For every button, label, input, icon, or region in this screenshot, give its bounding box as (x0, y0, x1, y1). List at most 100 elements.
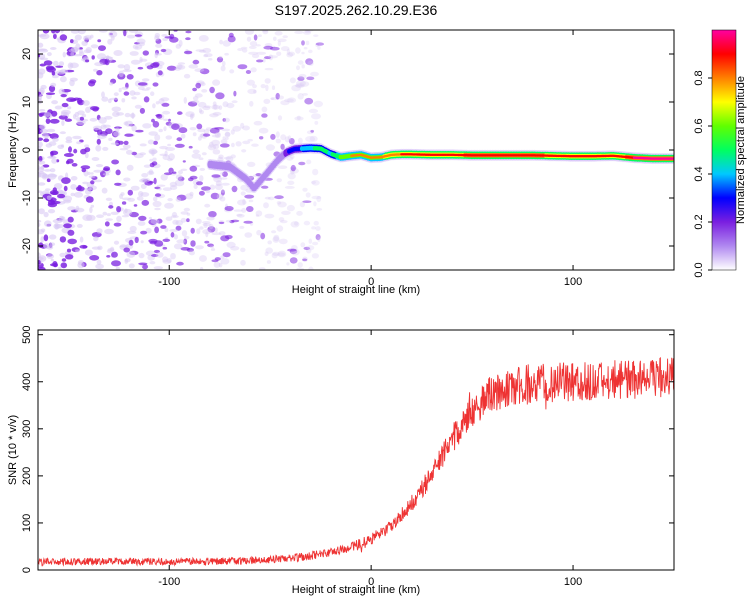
noise-speckle (162, 154, 170, 161)
noise-speckle (212, 101, 217, 106)
noise-speckle (262, 30, 269, 35)
noise-speckle (204, 105, 211, 108)
noise-speckle (302, 93, 308, 96)
noise-speckle (273, 36, 277, 41)
noise-speckle (124, 112, 131, 118)
noise-speckle (94, 62, 104, 67)
noise-speckle (190, 240, 196, 247)
noise-speckle (80, 165, 91, 170)
noise-speckle (136, 38, 146, 45)
noise-speckle (216, 193, 224, 200)
noise-speckle (290, 248, 300, 256)
noise-speckle (136, 196, 144, 201)
noise-speckle (261, 113, 268, 118)
noise-speckle (219, 196, 226, 202)
noise-speckle (232, 125, 242, 132)
noise-speckle (316, 208, 323, 211)
bottom-ytick-label: 200 (21, 467, 33, 485)
noise-speckle (199, 167, 206, 171)
noise-speckle (38, 256, 44, 261)
noise-speckle (222, 101, 229, 108)
noise-speckle (152, 121, 160, 128)
noise-speckle (134, 104, 142, 109)
noise-speckle (199, 133, 204, 138)
noise-speckle (126, 34, 136, 39)
noise-speckle (173, 243, 183, 250)
noise-speckle (176, 194, 187, 201)
noise-speckle (116, 215, 122, 222)
noise-speckle (115, 127, 120, 133)
noise-speckle (189, 165, 198, 172)
noise-speckle (82, 214, 93, 221)
noise-speckle (194, 68, 205, 73)
noise-speckle (282, 35, 289, 39)
noise-speckle (272, 236, 280, 243)
noise-speckle (247, 138, 253, 142)
noise-speckle (126, 74, 134, 80)
top-ytick-label: -10 (21, 190, 33, 206)
noise-speckle (110, 211, 119, 215)
noise-speckle (317, 236, 321, 242)
noise-speckle (225, 155, 234, 163)
noise-speckle (264, 196, 271, 200)
noise-speckle (72, 114, 77, 120)
noise-speckle (296, 267, 305, 270)
noise-speckle (66, 248, 72, 253)
noise-speckle (276, 51, 282, 57)
noise-speckle (183, 235, 190, 240)
noise-speckle (180, 211, 189, 215)
noise-speckle (153, 177, 157, 185)
noise-speckle (156, 113, 163, 119)
noise-speckle (126, 164, 134, 171)
noise-speckle (297, 76, 305, 81)
noise-speckle (297, 60, 304, 65)
noise-speckle (303, 47, 308, 50)
noise-speckle (261, 185, 269, 189)
noise-speckle (63, 153, 74, 157)
noise-speckle (311, 113, 321, 120)
noise-speckle (176, 261, 184, 266)
noise-speckle (175, 174, 183, 180)
noise-speckle (124, 258, 131, 263)
noise-speckle (69, 77, 78, 82)
noise-speckle (291, 84, 301, 92)
noise-speckle (229, 69, 235, 74)
noise-speckle (180, 133, 186, 139)
noise-speckle (248, 199, 254, 203)
noise-speckle (185, 193, 194, 200)
noise-speckle (143, 96, 150, 103)
noise-speckle (158, 128, 163, 133)
noise-speckle (93, 169, 103, 173)
noise-speckle (41, 132, 49, 138)
noise-speckle (287, 172, 296, 180)
noise-speckle (133, 91, 141, 96)
noise-speckle (307, 60, 314, 66)
noise-speckle (312, 241, 319, 246)
noise-speckle (181, 230, 188, 237)
noise-speckle (230, 219, 240, 223)
noise-speckle (105, 128, 113, 135)
noise-speckle (160, 48, 167, 53)
noise-speckle (89, 79, 97, 84)
noise-speckle (186, 218, 190, 223)
noise-speckle (123, 140, 129, 145)
noise-speckle (222, 118, 227, 122)
noise-speckle (191, 100, 200, 104)
noise-speckle (222, 60, 226, 67)
noise-speckle (45, 118, 51, 124)
noise-speckle (219, 143, 230, 148)
noise-speckle (166, 65, 177, 71)
noise-speckle (225, 219, 233, 223)
noise-speckle (148, 169, 154, 175)
noise-speckle (216, 133, 221, 136)
noise-speckle (265, 247, 274, 254)
noise-speckle (223, 156, 232, 160)
noise-speckle (38, 208, 45, 215)
noise-speckle (231, 100, 238, 104)
noise-speckle (150, 218, 160, 225)
noise-speckle (104, 221, 110, 227)
noise-speckle (190, 113, 194, 120)
noise-speckle (274, 31, 283, 36)
noise-speckle (315, 42, 324, 46)
